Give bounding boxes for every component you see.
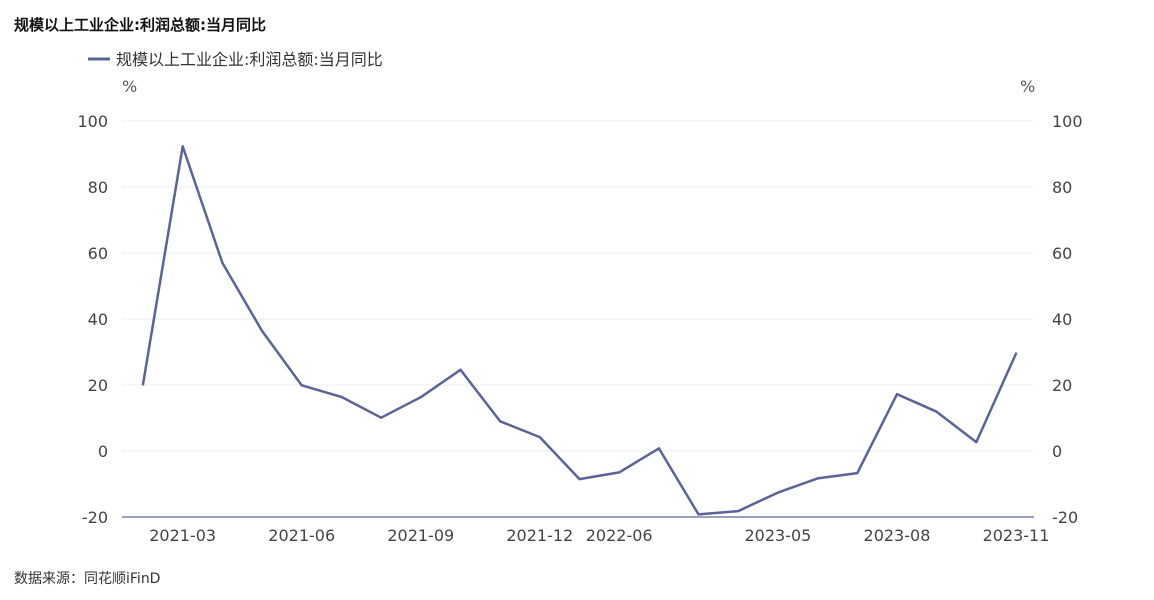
left-axis-unit: %: [122, 77, 137, 96]
y-tick-label-right: 0: [1052, 442, 1062, 461]
data-point: [776, 491, 780, 494]
y-tick-label-left: 0: [98, 442, 108, 461]
x-tick-label: 2023-08: [864, 526, 931, 545]
x-tick-label: 2021-12: [506, 526, 573, 545]
x-tick-label: 2021-06: [268, 526, 335, 545]
x-tick-label: 2021-09: [387, 526, 454, 545]
data-point: [1014, 352, 1018, 355]
data-point: [895, 393, 899, 396]
x-tick-label: 2023-05: [744, 526, 811, 545]
x-tick-label: 2023-11: [983, 526, 1050, 545]
x-tick-label: 2022-06: [586, 526, 653, 545]
y-tick-label-left: 100: [77, 112, 108, 131]
data-point: [379, 416, 383, 419]
y-tick-label-right: 100: [1052, 112, 1083, 131]
grid-lines: [122, 120, 1034, 452]
data-point: [657, 447, 661, 450]
data-point: [181, 145, 184, 148]
data-point: [737, 509, 740, 513]
y-tick-label-right: 60: [1052, 244, 1072, 263]
legend: 规模以上工业企业:利润总额:当月同比: [88, 50, 383, 69]
y-tick-label-right: 80: [1052, 178, 1072, 197]
data-point: [697, 513, 700, 516]
data-point: [221, 261, 224, 265]
data-point: [975, 440, 978, 444]
y-tick-label-right: 40: [1052, 310, 1072, 329]
y-tick-label-left: 60: [88, 244, 108, 263]
series-line: [141, 145, 1018, 516]
axes: 100 100 80 80 60 60 40 40 20 20 0 0 -20 -20 2021-03 202…: [77, 112, 1082, 545]
y-tick-label-right: 20: [1052, 376, 1072, 395]
series: [141, 145, 1018, 516]
x-tick-label: 2021-03: [149, 526, 216, 545]
data-point: [816, 477, 819, 480]
y-tick-label-left: 80: [88, 178, 108, 197]
data-point: [340, 395, 343, 399]
data-point: [935, 410, 938, 413]
data-source: 数据来源：同花顺iFinD: [14, 571, 161, 587]
data-point: [617, 471, 621, 474]
y-tick-label-left: -20: [82, 508, 108, 527]
data-point: [856, 471, 859, 475]
y-tick-label-left: 20: [88, 376, 108, 395]
legend-label: 规模以上工业企业:利润总额:当月同比: [116, 50, 383, 69]
chart-title: 规模以上工业企业:利润总额:当月同比: [14, 16, 266, 34]
data-point: [300, 384, 303, 387]
data-point: [141, 383, 145, 386]
data-point: [498, 420, 502, 423]
data-point: [578, 477, 581, 481]
data-point: [538, 435, 542, 439]
y-tick-label-left: 40: [88, 310, 108, 329]
data-point: [419, 396, 422, 399]
y-tick-label-right: -20: [1052, 508, 1078, 527]
right-axis-unit: %: [1020, 77, 1035, 96]
data-point: [459, 368, 462, 372]
data-point: [260, 329, 264, 333]
